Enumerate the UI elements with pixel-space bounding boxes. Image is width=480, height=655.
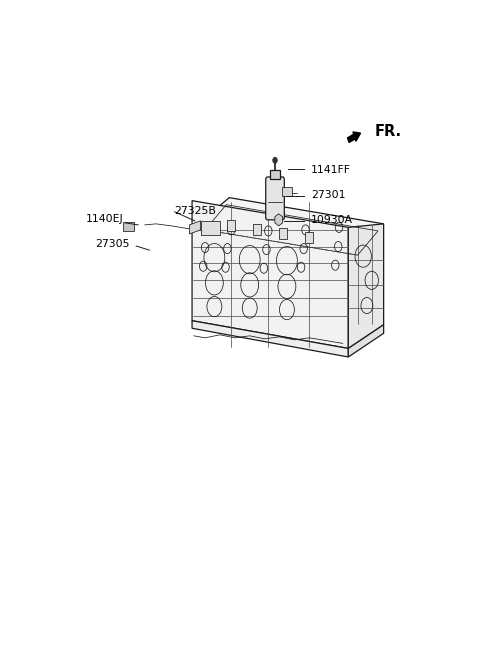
- Bar: [227, 220, 235, 231]
- Polygon shape: [348, 224, 384, 348]
- Text: 27301: 27301: [311, 189, 346, 200]
- Bar: [201, 221, 220, 235]
- Text: FR.: FR.: [374, 124, 401, 139]
- Polygon shape: [198, 198, 384, 250]
- Text: 27325B: 27325B: [175, 206, 216, 215]
- Bar: [305, 232, 313, 243]
- Text: 1140EJ: 1140EJ: [86, 214, 124, 224]
- Bar: [279, 228, 288, 239]
- Text: 10930A: 10930A: [311, 215, 353, 225]
- Bar: [253, 224, 261, 235]
- Bar: [282, 187, 292, 196]
- Bar: [270, 170, 280, 179]
- Polygon shape: [275, 214, 283, 226]
- FancyBboxPatch shape: [266, 177, 284, 220]
- FancyArrow shape: [348, 132, 360, 142]
- Polygon shape: [192, 200, 348, 348]
- Polygon shape: [190, 221, 201, 234]
- Text: 1141FF: 1141FF: [311, 166, 351, 176]
- Bar: [123, 222, 134, 231]
- Circle shape: [273, 157, 277, 163]
- Polygon shape: [192, 321, 348, 357]
- Polygon shape: [348, 325, 384, 357]
- Text: 27305: 27305: [96, 238, 130, 248]
